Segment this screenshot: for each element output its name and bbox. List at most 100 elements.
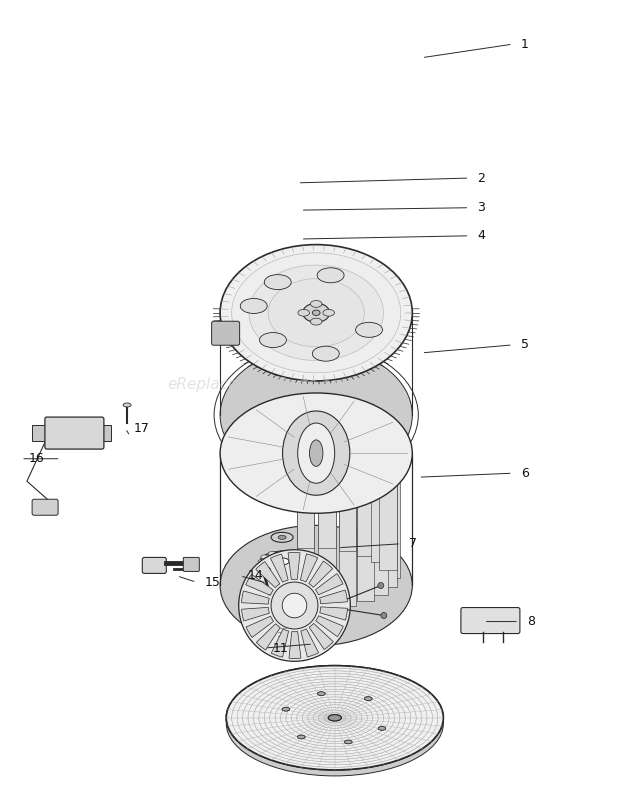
Ellipse shape (311, 301, 322, 307)
Ellipse shape (295, 555, 303, 559)
Ellipse shape (271, 533, 293, 542)
Ellipse shape (298, 310, 309, 316)
Wedge shape (316, 573, 343, 595)
Text: eReplacementParts.com: eReplacementParts.com (167, 378, 354, 392)
FancyBboxPatch shape (143, 557, 166, 573)
Text: 2: 2 (477, 172, 485, 184)
Wedge shape (301, 629, 319, 657)
Ellipse shape (220, 245, 412, 381)
Wedge shape (288, 553, 300, 580)
FancyBboxPatch shape (32, 500, 58, 515)
Ellipse shape (345, 740, 352, 743)
Ellipse shape (323, 310, 334, 316)
Wedge shape (255, 561, 280, 588)
Ellipse shape (309, 439, 323, 466)
Bar (339, 404, 356, 551)
Ellipse shape (303, 303, 330, 322)
Ellipse shape (365, 697, 372, 700)
FancyBboxPatch shape (461, 608, 520, 634)
Bar (297, 461, 314, 608)
Text: 7: 7 (409, 537, 417, 550)
Bar (339, 459, 356, 606)
Ellipse shape (288, 567, 296, 571)
Ellipse shape (317, 692, 325, 695)
Text: 1: 1 (521, 38, 529, 51)
Bar (383, 431, 400, 578)
Ellipse shape (378, 727, 386, 730)
Ellipse shape (278, 550, 286, 554)
Circle shape (282, 593, 307, 618)
Ellipse shape (260, 552, 304, 571)
Wedge shape (319, 590, 347, 604)
Wedge shape (309, 623, 334, 650)
Bar (356, 454, 374, 601)
Ellipse shape (258, 560, 266, 563)
Ellipse shape (282, 707, 290, 711)
Ellipse shape (317, 268, 344, 283)
Wedge shape (316, 616, 343, 637)
Ellipse shape (378, 727, 386, 730)
Ellipse shape (241, 298, 267, 314)
Ellipse shape (345, 740, 352, 743)
Ellipse shape (329, 715, 341, 721)
Ellipse shape (298, 423, 335, 483)
Ellipse shape (226, 666, 443, 770)
Ellipse shape (249, 265, 383, 361)
Ellipse shape (220, 525, 412, 646)
Ellipse shape (260, 333, 286, 347)
Wedge shape (256, 624, 280, 650)
Ellipse shape (278, 536, 286, 539)
Wedge shape (270, 554, 288, 582)
FancyBboxPatch shape (275, 614, 289, 624)
Ellipse shape (226, 671, 443, 776)
Text: 11: 11 (273, 642, 288, 654)
Ellipse shape (268, 552, 276, 556)
Bar (379, 423, 397, 569)
Ellipse shape (277, 589, 287, 593)
Bar (356, 409, 374, 556)
Wedge shape (289, 631, 301, 658)
Wedge shape (320, 607, 347, 620)
Bar (32, 425, 46, 441)
Text: 17: 17 (133, 422, 149, 435)
Ellipse shape (311, 318, 322, 325)
Ellipse shape (226, 666, 443, 770)
Wedge shape (246, 574, 273, 595)
Ellipse shape (295, 564, 303, 568)
Text: 16: 16 (29, 452, 45, 465)
FancyBboxPatch shape (184, 557, 199, 571)
Ellipse shape (282, 707, 290, 711)
Ellipse shape (232, 253, 401, 373)
Bar (318, 402, 335, 549)
Ellipse shape (220, 393, 412, 513)
Ellipse shape (220, 346, 412, 483)
Bar (297, 402, 314, 549)
Ellipse shape (356, 322, 383, 338)
Bar (371, 448, 388, 594)
Ellipse shape (312, 310, 320, 315)
Ellipse shape (329, 715, 341, 721)
Ellipse shape (261, 564, 269, 568)
Bar (97, 425, 111, 441)
Circle shape (239, 549, 350, 662)
Text: 6: 6 (521, 467, 529, 480)
Wedge shape (309, 561, 333, 587)
Ellipse shape (298, 735, 305, 739)
Ellipse shape (268, 279, 365, 346)
Circle shape (271, 582, 318, 629)
Ellipse shape (283, 411, 350, 495)
Ellipse shape (123, 403, 131, 407)
Ellipse shape (268, 567, 276, 571)
Ellipse shape (298, 735, 305, 739)
Wedge shape (242, 591, 269, 604)
Wedge shape (242, 607, 270, 621)
Text: 4: 4 (477, 229, 485, 242)
Wedge shape (246, 616, 273, 638)
Ellipse shape (317, 692, 325, 695)
Text: 8: 8 (527, 615, 535, 628)
Ellipse shape (288, 552, 296, 556)
Ellipse shape (298, 560, 306, 563)
Ellipse shape (264, 274, 291, 290)
Ellipse shape (312, 346, 339, 361)
Ellipse shape (267, 584, 297, 598)
